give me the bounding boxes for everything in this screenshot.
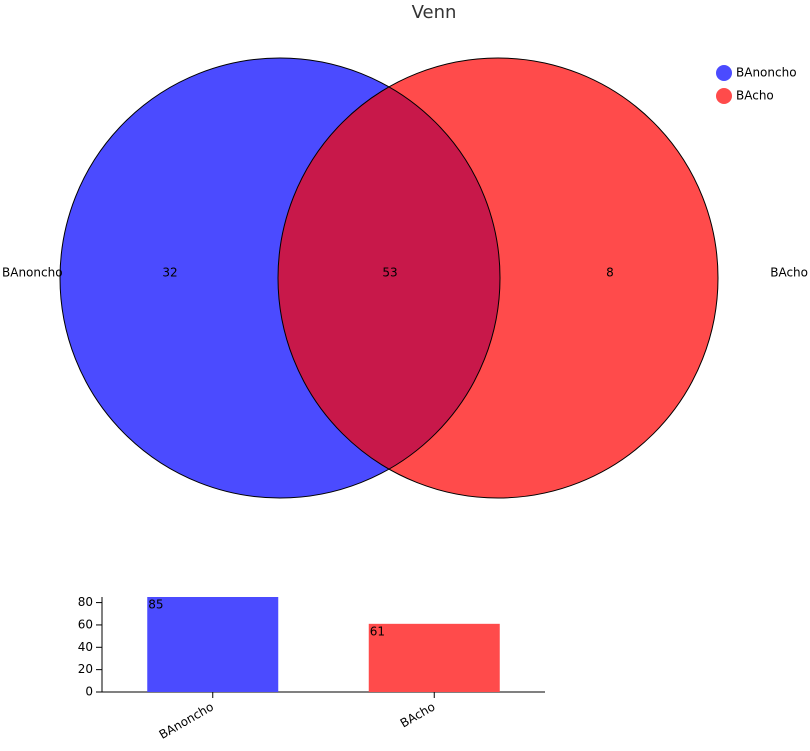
- legend-label: BAcho: [736, 89, 774, 103]
- venn-region: [389, 58, 718, 499]
- y-tick-label: 0: [85, 685, 93, 699]
- region-label: 53: [382, 266, 397, 280]
- legend-label: BAnoncho: [736, 66, 797, 80]
- value-label: 85: [148, 598, 163, 612]
- region-label: 32: [162, 266, 177, 280]
- x-tick-label: BAnoncho: [157, 700, 216, 742]
- venn-outline: [59, 57, 501, 499]
- y-tick-label: 40: [78, 640, 93, 654]
- region-label: 8: [606, 266, 614, 280]
- y-tick-label: 80: [78, 595, 93, 609]
- set-label: BAnoncho: [2, 266, 63, 280]
- y-tick-label: 60: [78, 617, 93, 631]
- bar: [147, 597, 279, 692]
- venn-region: [278, 86, 500, 470]
- bar: [368, 623, 500, 692]
- chart-title: Venn: [412, 2, 457, 23]
- legend-swatch: [716, 65, 732, 81]
- set-label: BAcho: [770, 266, 808, 280]
- x-tick-label: BAcho: [398, 700, 438, 731]
- y-tick-label: 20: [78, 662, 93, 676]
- legend-swatch: [716, 88, 732, 104]
- value-label: 61: [370, 624, 385, 638]
- venn-outline: [277, 57, 719, 499]
- venn-region: [59, 57, 389, 499]
